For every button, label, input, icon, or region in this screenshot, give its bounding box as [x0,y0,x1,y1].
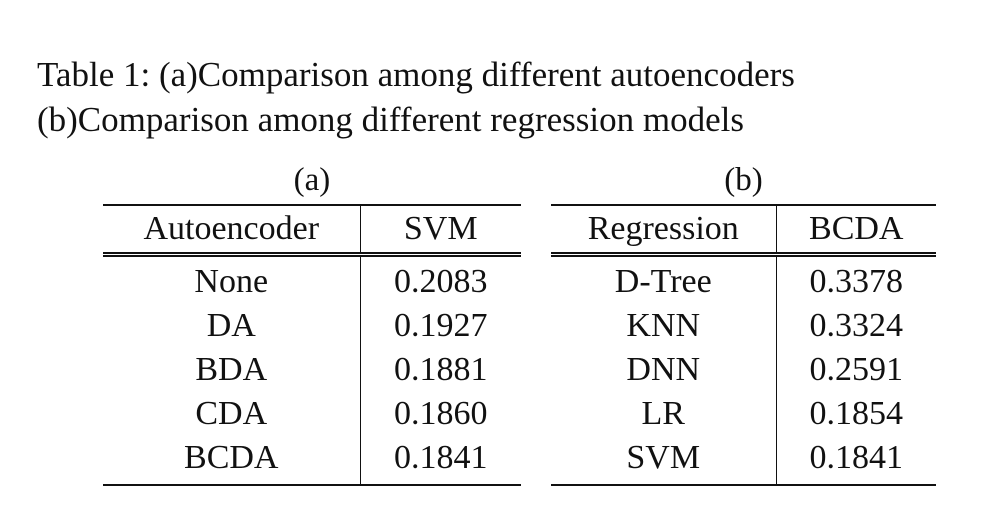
header-row: Regression BCDA [551,204,936,257]
table-row: None 0.2083 [103,254,521,304]
table-cell: 0.2083 [394,263,488,300]
table-cell: 0.1841 [776,436,936,486]
table-cell: 0.1841 [360,436,521,486]
subtable-b-label: (b) [724,162,763,198]
subtable-a-label: (a) [293,162,331,198]
table-cell: 0.1927 [394,307,488,344]
table-caption: Table 1: (a)Comparison among different a… [37,52,795,142]
table-row: CDA 0.1860 [103,392,521,436]
caption-line-2: (b)Comparison among different regression… [37,100,744,139]
header-svm: SVM [360,204,521,257]
table-cell: 0.3378 [809,263,904,300]
table-row: DA 0.1927 [103,304,521,348]
header-autoencoder: Autoencoder [103,204,361,257]
table-cell: 0.1854 [809,395,904,432]
table-cell: CDA [103,392,361,436]
table-cell: 0.2591 [809,351,904,388]
table-cell: D-Tree [551,254,777,304]
table-cell: 0.1881 [394,351,488,388]
table-row: DNN 0.2591 [551,348,936,392]
subtable-b: (b) Regression BCDA D-Tree 0.3378 KNN 0.… [551,160,936,486]
header-row: Autoencoder SVM [103,204,521,257]
table-cell: 0.1860 [394,395,488,432]
table-row: KNN 0.3324 [551,304,936,348]
table-cell: DNN [551,348,777,392]
table-cell: SVM [551,436,777,486]
table-row: BCDA 0.1841 [103,436,521,486]
header-regression: Regression [551,204,777,257]
table-row: LR 0.1854 [551,392,936,436]
autoencoder-table: Autoencoder SVM None 0.2083 DA 0.1927 BD… [103,204,521,486]
table-cell: KNN [551,304,777,348]
table-row: BDA 0.1881 [103,348,521,392]
subtable-a: (a) Autoencoder SVM None 0.2083 DA 0.192… [103,160,521,486]
table-cell: DA [103,304,361,348]
table-cell: 0.3324 [809,307,904,344]
table-row: SVM 0.1841 [551,436,936,486]
caption-line-1: Table 1: (a)Comparison among different a… [37,55,795,94]
table-cell: BCDA [103,436,361,486]
table-row: D-Tree 0.3378 [551,254,936,304]
regression-table: Regression BCDA D-Tree 0.3378 KNN 0.3324… [551,204,936,486]
table-cell: None [103,254,361,304]
table-cell: BDA [103,348,361,392]
table-cell: LR [551,392,777,436]
header-bcda: BCDA [776,204,936,257]
